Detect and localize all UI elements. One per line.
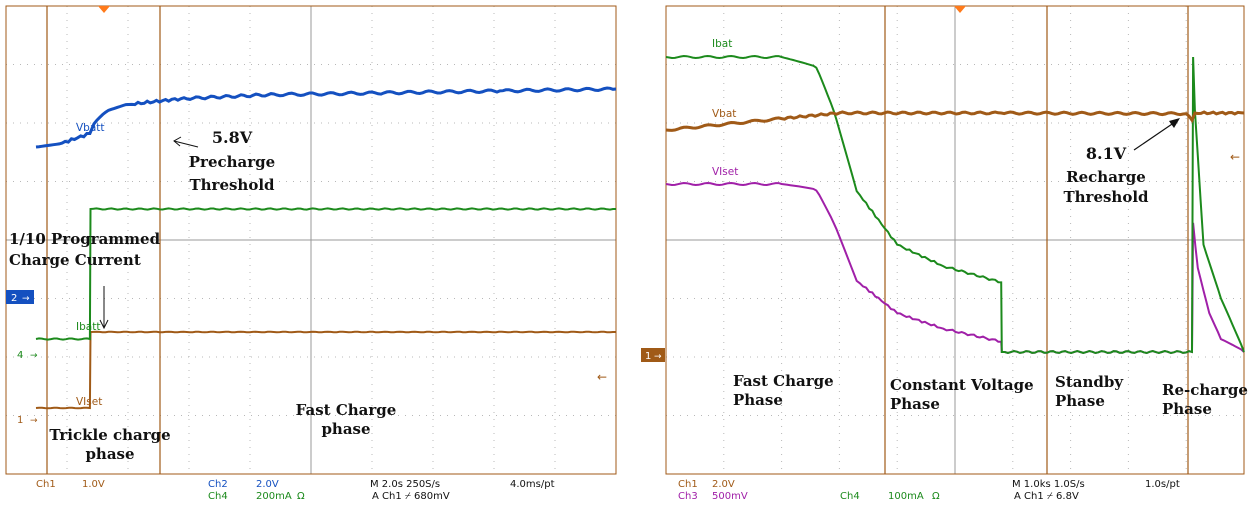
left-fast-label-2: phase xyxy=(321,420,370,438)
right-ch1-marker: 1 → xyxy=(641,348,665,362)
left-current-arrow xyxy=(99,286,109,330)
svg-text:1.0s/pt: 1.0s/pt xyxy=(1145,479,1180,490)
svg-text:Ch3: Ch3 xyxy=(678,491,698,502)
svg-text:Ch4: Ch4 xyxy=(208,491,228,502)
svg-text:4.0ms/pt: 4.0ms/pt xyxy=(510,479,555,490)
left-threshold-arrow xyxy=(173,136,199,148)
svg-text:→: → xyxy=(654,352,662,362)
left-plot-frame xyxy=(5,5,617,475)
right-trigger-position-marker xyxy=(954,6,966,13)
right-ibat-label: Ibat xyxy=(712,38,732,50)
svg-text:Ch1: Ch1 xyxy=(678,479,698,490)
right-threshold-arrow xyxy=(1133,118,1180,151)
left-ibatt-trace xyxy=(35,207,616,341)
left-viset-label: VIset xyxy=(76,396,102,408)
svg-text:A Ch1 ⌿ 680mV: A Ch1 ⌿ 680mV xyxy=(372,491,450,502)
left-viset-trace xyxy=(35,330,616,410)
right-fast-label-1: Fast Charge xyxy=(733,372,834,390)
right-grid xyxy=(666,6,1244,474)
left-readout: Ch1 1.0V Ch2 2.0V Ch4 200mA Ω M 2.0s 250… xyxy=(36,479,555,502)
left-current-label-1: 1/10 Programmed xyxy=(9,230,161,248)
left-threshold-label-1: Precharge xyxy=(189,153,275,171)
left-threshold-value: 5.8V xyxy=(212,128,253,147)
left-fast-label-1: Fast Charge xyxy=(296,401,397,419)
svg-text:100mA: 100mA xyxy=(888,491,924,502)
left-vbatt-label: Vbatt xyxy=(76,122,105,134)
right-scope-panel: Ibat Vbat VIset 1 → ← 8.1V Recharge Thre… xyxy=(641,5,1248,502)
svg-text:1.0V: 1.0V xyxy=(82,479,105,490)
svg-text:500mV: 500mV xyxy=(712,491,748,502)
left-threshold-label-2: Threshold xyxy=(189,176,275,194)
left-ch1-offset-arrow: ← xyxy=(597,370,607,384)
right-standby-label-2: Phase xyxy=(1055,392,1105,410)
svg-text:200mA: 200mA xyxy=(256,491,292,502)
left-trickle-label-1: Trickle charge xyxy=(49,426,170,444)
svg-text:1: 1 xyxy=(645,351,651,362)
right-threshold-label-1: Recharge xyxy=(1066,168,1146,186)
left-scope-panel: Vbatt Ibatt VIset 2 → 4 → 1 → ← 5.8V Pre… xyxy=(5,5,617,502)
svg-text:M 1.0ks 1.0S/s: M 1.0ks 1.0S/s xyxy=(1012,479,1085,490)
right-threshold-label-2: Threshold xyxy=(1063,188,1149,206)
left-ch1-marker: 1 → xyxy=(17,415,38,426)
svg-text:→: → xyxy=(30,416,38,426)
svg-text:A Ch1 ⌿ 6.8V: A Ch1 ⌿ 6.8V xyxy=(1014,491,1079,502)
right-viset-label: VIset xyxy=(712,166,738,178)
left-ibatt-label: Ibatt xyxy=(76,321,100,333)
left-current-label-2: Charge Current xyxy=(9,251,141,269)
right-vbat-trace xyxy=(665,110,1245,132)
right-standby-label-1: Standby xyxy=(1055,373,1124,391)
svg-text:2: 2 xyxy=(11,293,17,304)
left-trickle-label-2: phase xyxy=(85,445,134,463)
svg-text:→: → xyxy=(30,351,38,361)
right-cv-label-1: Constant Voltage xyxy=(890,376,1034,394)
svg-text:Ω: Ω xyxy=(932,491,940,502)
svg-text:2.0V: 2.0V xyxy=(712,479,735,490)
right-offset-arrow: ← xyxy=(1230,150,1240,164)
svg-text:4: 4 xyxy=(17,350,23,361)
svg-text:1: 1 xyxy=(17,415,23,426)
svg-text:Ch1: Ch1 xyxy=(36,479,56,490)
left-ch2-marker: 2 → xyxy=(6,290,34,304)
right-ibat-trace xyxy=(665,54,1245,355)
svg-text:Ch4: Ch4 xyxy=(840,491,860,502)
svg-text:Ω: Ω xyxy=(297,491,305,502)
svg-text:→: → xyxy=(22,294,30,304)
right-vbat-label: Vbat xyxy=(712,108,736,120)
right-recharge-label-1: Re-charge xyxy=(1162,381,1248,399)
left-trigger-position-marker xyxy=(98,6,110,13)
right-readout: Ch1 2.0V Ch3 500mV Ch4 100mA Ω M 1.0ks 1… xyxy=(678,479,1180,502)
right-recharge-label-2: Phase xyxy=(1162,400,1212,418)
svg-text:Ch2: Ch2 xyxy=(208,479,228,490)
right-cv-label-2: Phase xyxy=(890,395,940,413)
left-grid xyxy=(6,6,616,474)
right-threshold-value: 8.1V xyxy=(1086,144,1127,163)
svg-text:2.0V: 2.0V xyxy=(256,479,279,490)
left-vbatt-trace xyxy=(35,86,617,149)
svg-text:M 2.0s 250S/s: M 2.0s 250S/s xyxy=(370,479,440,490)
right-fast-label-2: Phase xyxy=(733,391,783,409)
left-ch4-marker: 4 → xyxy=(17,350,38,361)
